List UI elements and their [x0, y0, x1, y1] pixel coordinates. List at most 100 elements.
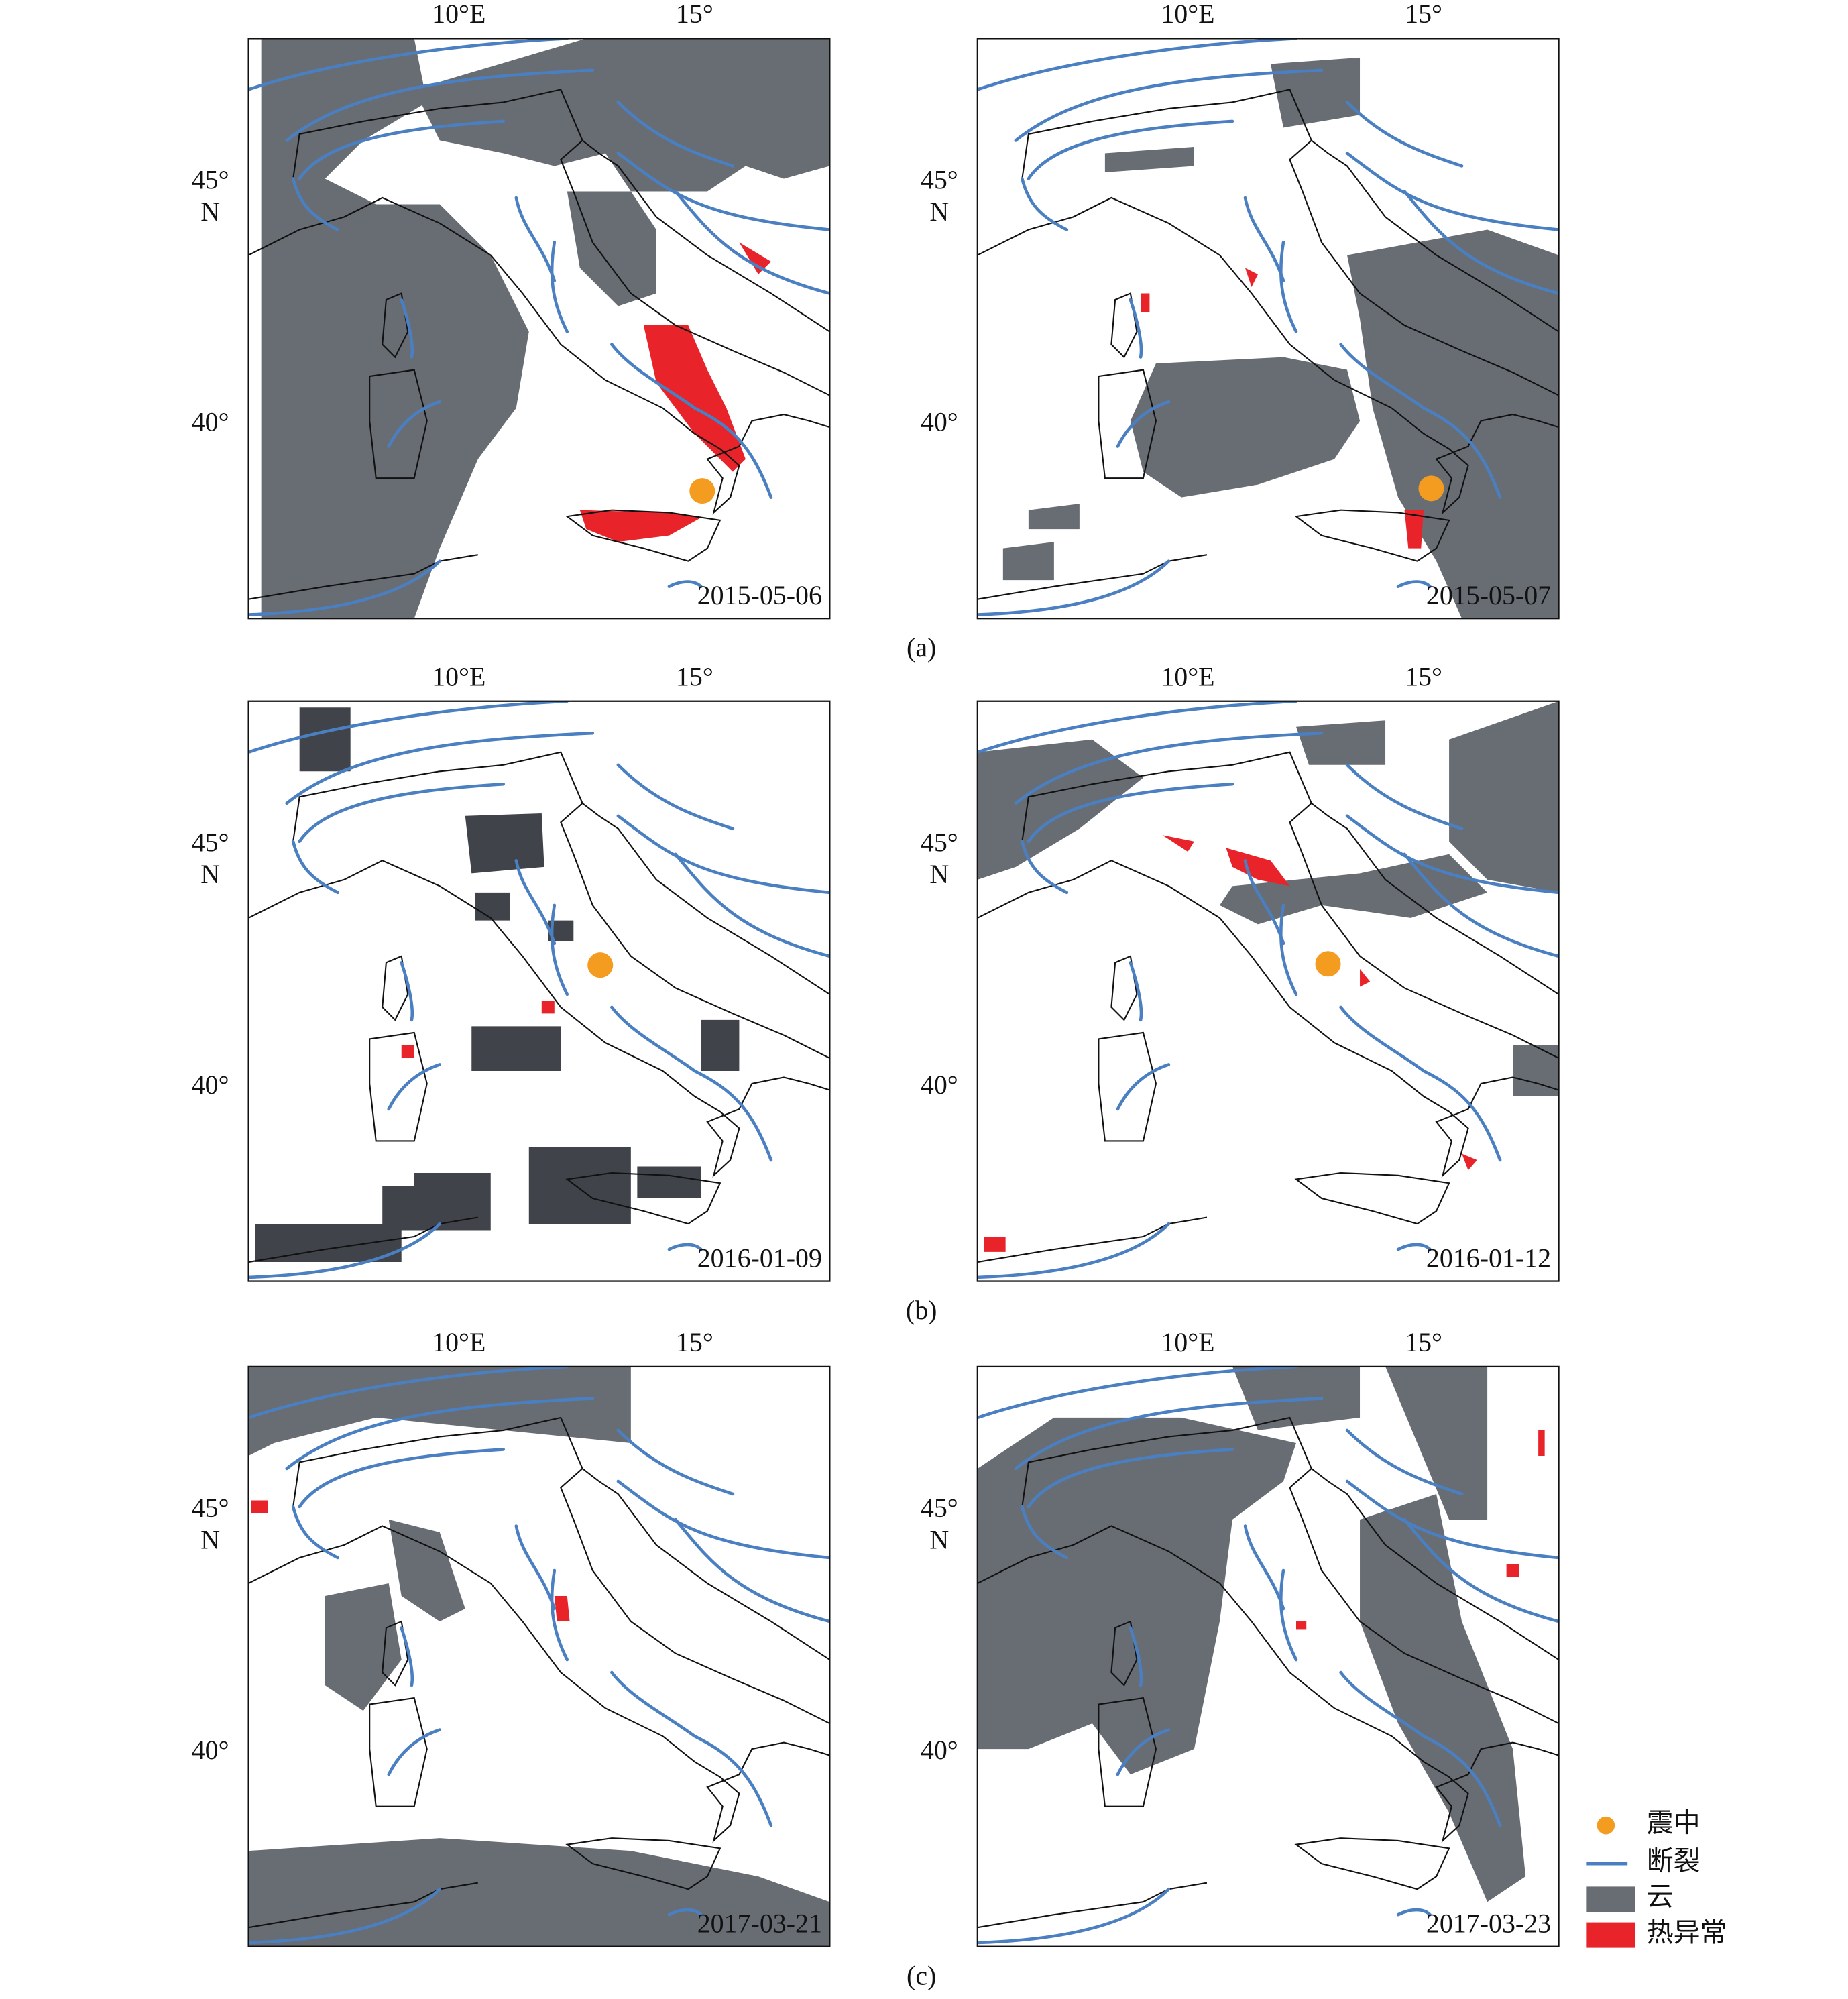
map-content: [248, 1367, 830, 1947]
thermal-anomaly: [739, 242, 771, 275]
lat-tick-label: 45°: [192, 1493, 229, 1523]
lat-unit: N: [929, 859, 949, 889]
cloud: [475, 892, 510, 921]
thermal-anomaly: [401, 1045, 414, 1058]
legend-label: 震中: [1647, 1807, 1700, 1837]
panel-label: (b): [906, 1295, 937, 1325]
cloud: [528, 1147, 631, 1224]
thermal-anomaly: [1360, 968, 1371, 987]
cloud: [1270, 57, 1361, 128]
legend-symbol: [1586, 1886, 1635, 1912]
lon-tick-label: 10°E: [1161, 1327, 1214, 1357]
map-panel: 2017-03-21 10°E 15° 45° 40° N: [192, 1327, 831, 1947]
map-content: [978, 1367, 1559, 1943]
thermal-anomaly: [1462, 1153, 1477, 1171]
map-panel: 2016-01-09 10°E 15° 45° 40° N: [192, 662, 831, 1282]
cloud: [977, 1417, 1297, 1775]
thermal-anomaly: [1162, 835, 1194, 852]
lon-tick-label: 15°: [1405, 0, 1442, 29]
epicenter: [689, 478, 715, 504]
cloud: [325, 1224, 402, 1263]
lat-unit: N: [200, 196, 220, 227]
cloud: [255, 1224, 345, 1263]
thermal-anomaly: [1245, 268, 1258, 288]
cloud: [1449, 701, 1559, 893]
lat-tick-label: 45°: [192, 164, 229, 194]
thermal-anomaly: [1404, 510, 1424, 549]
cloud: [1104, 146, 1194, 172]
map-panel: 2015-05-06 10°E 15° 45° 40° N: [192, 0, 831, 620]
thermal-anomaly: [1296, 1621, 1307, 1630]
lat-tick-label: 45°: [921, 1493, 958, 1523]
thermal-anomaly: [1538, 1430, 1545, 1456]
cloud: [382, 1186, 447, 1231]
map-frame: [976, 700, 1560, 1282]
cloud: [1028, 504, 1080, 530]
thermal-anomaly: [251, 1500, 268, 1513]
lat-tick-label: 45°: [921, 827, 958, 858]
lon-tick-label: 15°: [1405, 662, 1442, 692]
lat-tick-label: 40°: [192, 1070, 229, 1100]
thermal-anomaly: [1506, 1564, 1519, 1577]
map-frame: [247, 38, 831, 620]
lon-tick-label: 10°E: [1161, 662, 1214, 692]
map-date: 2015-05-07: [1426, 580, 1551, 610]
cloud: [471, 1026, 561, 1071]
thermal-anomaly: [1141, 293, 1150, 313]
cloud: [299, 707, 351, 772]
lat-tick-label: 40°: [921, 406, 958, 437]
thermal-anomaly: [984, 1237, 1006, 1252]
lon-tick-label: 10°E: [432, 1327, 485, 1357]
thermal-anomaly: [579, 510, 701, 542]
cloud: [1513, 1045, 1559, 1096]
thermal-anomaly: [541, 1001, 555, 1014]
thermal-anomaly: [1226, 848, 1290, 887]
legend-label: 热异常: [1647, 1917, 1727, 1947]
panel-label: (c): [907, 1960, 936, 1990]
lon-tick-label: 15°: [676, 1327, 713, 1357]
cloud: [1002, 542, 1054, 581]
cloud: [1360, 1493, 1526, 1902]
map-date: 2015-05-06: [697, 580, 822, 610]
map-content: [978, 38, 1559, 619]
map-date: 2017-03-23: [1426, 1908, 1551, 1938]
lat-unit: N: [200, 859, 220, 889]
legend-label: 断裂: [1647, 1845, 1700, 1876]
epicenter: [587, 952, 614, 978]
lat-tick-label: 40°: [192, 406, 229, 437]
epicenter: [1418, 475, 1444, 502]
map-panel: 2016-01-12 10°E 15° 45° 40° N: [921, 662, 1560, 1282]
map-date: 2016-01-12: [1426, 1243, 1551, 1273]
lon-tick-label: 15°: [1405, 1327, 1442, 1357]
panel-label: (a): [907, 632, 936, 663]
map-frame: [247, 700, 831, 1282]
lat-unit: N: [929, 1524, 949, 1554]
lat-tick-label: 40°: [192, 1735, 229, 1765]
thermal-anomaly: [554, 1596, 570, 1622]
map-frame: [976, 1365, 1560, 1947]
cloud: [1385, 1366, 1488, 1520]
map-panel: 2015-05-07 10°E 15° 45° 40° N: [921, 0, 1560, 620]
map-content: [249, 701, 830, 1277]
lon-tick-label: 10°E: [432, 662, 485, 692]
cloud: [388, 1519, 465, 1622]
cloud: [977, 739, 1143, 880]
thermal-anomaly: [643, 325, 746, 472]
map-date: 2016-01-09: [697, 1243, 822, 1273]
lat-tick-label: 45°: [192, 827, 229, 858]
lon-tick-label: 10°E: [1161, 0, 1214, 29]
cloud: [548, 920, 574, 941]
lon-tick-label: 10°E: [432, 0, 485, 29]
cloud: [1347, 229, 1559, 619]
cloud: [701, 1019, 740, 1071]
lon-tick-label: 15°: [676, 0, 713, 29]
cloud: [465, 813, 544, 874]
map-content: [978, 701, 1559, 1277]
epicenter: [1315, 951, 1341, 977]
cloud: [325, 1583, 402, 1711]
cloud: [414, 38, 830, 192]
cloud: [261, 38, 529, 619]
lat-unit: N: [929, 196, 949, 227]
